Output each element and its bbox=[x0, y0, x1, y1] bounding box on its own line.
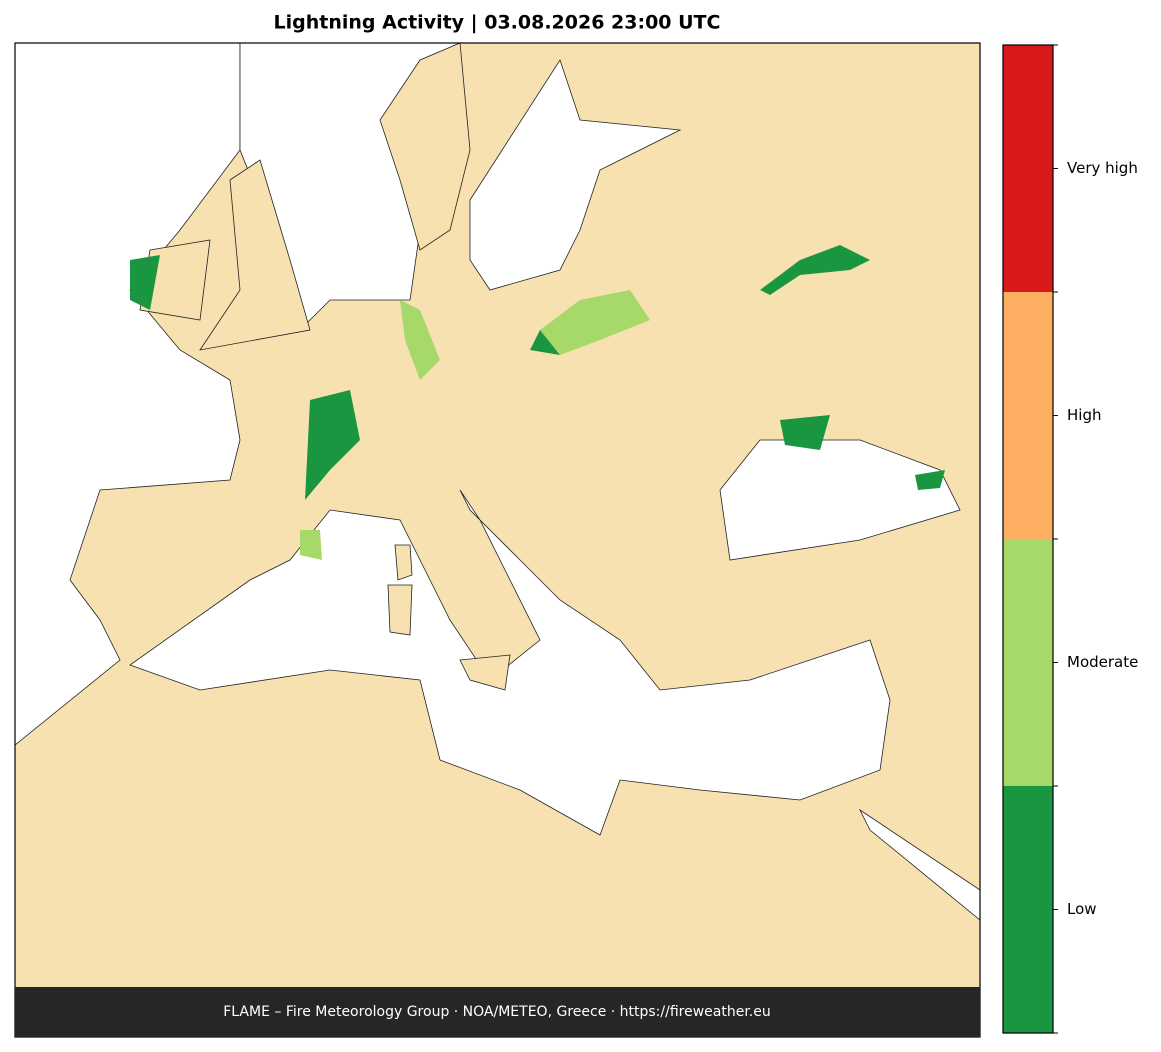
atlantic bbox=[14, 42, 241, 746]
islands bbox=[139, 42, 511, 691]
colorbar-segment bbox=[1003, 539, 1053, 786]
corsica bbox=[394, 544, 413, 581]
cell bbox=[300, 530, 322, 560]
sicily bbox=[459, 654, 511, 691]
footer: FLAME – Fire Meteorology Group · NOA/MET… bbox=[223, 1004, 771, 1020]
cell bbox=[305, 390, 360, 500]
cell bbox=[130, 255, 160, 310]
norway bbox=[379, 42, 471, 251]
colorbar-segment bbox=[1003, 45, 1053, 292]
colorbar-label: Moderate bbox=[1067, 653, 1138, 671]
colorbar-frame bbox=[1002, 44, 1054, 1034]
baltic bbox=[469, 59, 682, 291]
cell bbox=[400, 300, 440, 380]
mediterranean bbox=[129, 489, 891, 836]
colorbar-segment bbox=[1003, 786, 1053, 1033]
cell bbox=[760, 245, 870, 295]
footer-band bbox=[15, 987, 980, 1037]
colorbar: Low Moderate High Very high bbox=[1002, 44, 1138, 1034]
cell bbox=[530, 330, 560, 355]
colorbar-label: Low bbox=[1067, 900, 1097, 918]
cell bbox=[780, 415, 830, 450]
cell bbox=[915, 470, 945, 490]
black-sea bbox=[719, 439, 961, 561]
colorbar-segment bbox=[1003, 292, 1053, 539]
title: Lightning Activity | 03.08.2026 23:00 UT… bbox=[274, 12, 721, 34]
map: FLAME – Fire Meteorology Group · NOA/MET… bbox=[14, 42, 981, 1038]
lightning-cells bbox=[130, 245, 945, 560]
cell bbox=[540, 290, 650, 355]
britain bbox=[199, 159, 311, 351]
sardinia bbox=[387, 584, 413, 636]
colorbar-label: Very high bbox=[1067, 159, 1138, 177]
colorbar-label: High bbox=[1067, 406, 1101, 424]
